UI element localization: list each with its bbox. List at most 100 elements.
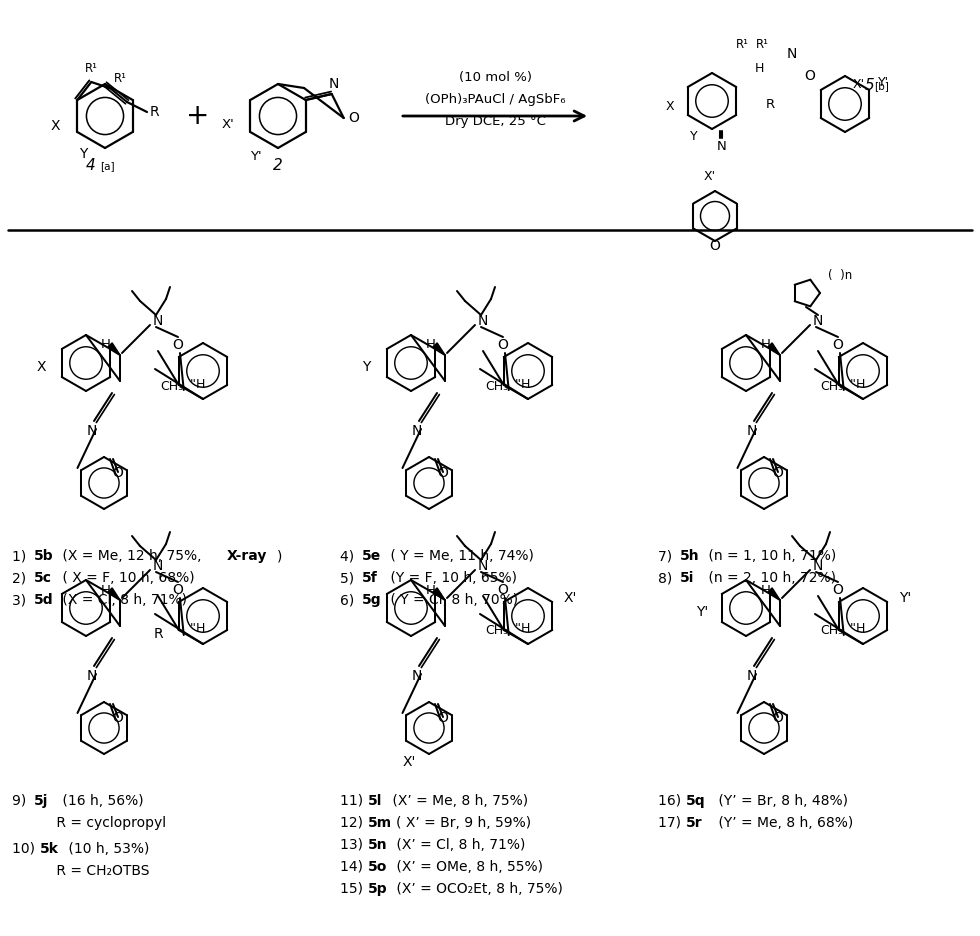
Polygon shape — [768, 588, 780, 600]
Text: H: H — [101, 339, 111, 352]
Text: H: H — [426, 583, 436, 596]
Text: H: H — [761, 339, 771, 352]
Text: O: O — [348, 111, 359, 125]
Text: (Y = F, 10 h, 65%): (Y = F, 10 h, 65%) — [386, 571, 517, 585]
Text: R: R — [150, 105, 160, 119]
Polygon shape — [108, 588, 120, 600]
Text: (10 h, 53%): (10 h, 53%) — [64, 842, 149, 856]
Text: 5b: 5b — [34, 549, 54, 563]
Text: O: O — [437, 466, 449, 480]
Text: (n = 1, 10 h, 71%): (n = 1, 10 h, 71%) — [704, 549, 836, 563]
Text: ''H: ''H — [190, 377, 207, 390]
Text: Y': Y' — [878, 76, 889, 89]
Text: ( Y = Me, 11 h, 74%): ( Y = Me, 11 h, 74%) — [386, 549, 534, 563]
Text: 5r: 5r — [686, 816, 703, 830]
Text: Y: Y — [78, 147, 87, 161]
Text: Y': Y' — [899, 591, 911, 605]
Text: 11): 11) — [340, 794, 368, 808]
Text: H: H — [426, 339, 436, 352]
Text: O: O — [172, 338, 183, 352]
Text: 5c: 5c — [34, 571, 52, 585]
Polygon shape — [433, 588, 445, 600]
Text: CH₃: CH₃ — [485, 624, 508, 637]
Text: (Y’ = Me, 8 h, 68%): (Y’ = Me, 8 h, 68%) — [714, 816, 854, 830]
Text: O: O — [113, 711, 123, 725]
Text: (10 mol %): (10 mol %) — [459, 71, 531, 84]
Text: CH₃: CH₃ — [160, 379, 183, 392]
Text: 5i: 5i — [680, 571, 695, 585]
Text: 2): 2) — [12, 571, 30, 585]
Text: N: N — [153, 559, 164, 573]
Text: N: N — [412, 424, 422, 438]
Text: 1): 1) — [12, 549, 30, 563]
Text: O: O — [437, 711, 449, 725]
Text: ''H: ''H — [850, 377, 866, 390]
Text: X: X — [51, 119, 60, 133]
Text: 16): 16) — [658, 794, 685, 808]
Text: N: N — [478, 314, 488, 328]
Text: +: + — [186, 102, 210, 130]
Text: ''H: ''H — [515, 622, 531, 636]
Text: Dry DCE, 25 °C: Dry DCE, 25 °C — [445, 115, 546, 128]
Text: O: O — [113, 466, 123, 480]
Text: 5o: 5o — [368, 860, 387, 874]
Text: 5l: 5l — [368, 794, 382, 808]
Text: H: H — [755, 62, 764, 75]
Text: N: N — [478, 559, 488, 573]
Text: ''H: ''H — [190, 622, 207, 636]
Text: O: O — [772, 466, 783, 480]
Polygon shape — [768, 343, 780, 355]
Text: 10): 10) — [12, 842, 39, 856]
Text: X': X' — [221, 118, 234, 130]
Text: 5q: 5q — [686, 794, 706, 808]
Text: (OPh)₃PAuCl / AgSbF₆: (OPh)₃PAuCl / AgSbF₆ — [424, 94, 565, 107]
Text: 3): 3) — [12, 593, 30, 607]
Text: 8): 8) — [658, 571, 676, 585]
Text: R¹: R¹ — [756, 37, 768, 51]
Text: 5p: 5p — [368, 882, 388, 896]
Text: X': X' — [403, 755, 416, 769]
Text: X-ray: X-ray — [227, 549, 268, 563]
Text: 6): 6) — [340, 593, 359, 607]
Text: X': X' — [704, 169, 716, 183]
Text: ( X’ = Br, 9 h, 59%): ( X’ = Br, 9 h, 59%) — [396, 816, 531, 830]
Polygon shape — [433, 343, 445, 355]
Text: Y: Y — [690, 130, 698, 143]
Text: CH₃: CH₃ — [820, 379, 843, 392]
Text: (X’ = Me, 8 h, 75%): (X’ = Me, 8 h, 75%) — [388, 794, 528, 808]
Text: R¹: R¹ — [114, 71, 126, 84]
Text: N: N — [328, 77, 339, 91]
Text: 5n: 5n — [368, 838, 388, 852]
Text: (X = Me, 12 h, 75%,: (X = Me, 12 h, 75%, — [58, 549, 206, 563]
Text: (X’ = OCO₂Et, 8 h, 75%): (X’ = OCO₂Et, 8 h, 75%) — [392, 882, 563, 896]
Text: R: R — [765, 97, 774, 110]
Text: (X’ = Cl, 8 h, 71%): (X’ = Cl, 8 h, 71%) — [392, 838, 525, 852]
Text: R: R — [153, 627, 163, 641]
Text: O: O — [833, 583, 844, 597]
Text: ''H: ''H — [850, 622, 866, 636]
Text: 5d: 5d — [34, 593, 54, 607]
Text: ): ) — [277, 549, 282, 563]
Text: N: N — [747, 424, 758, 438]
Text: O: O — [710, 239, 720, 253]
Text: 4): 4) — [340, 549, 359, 563]
Text: N: N — [812, 314, 823, 328]
Text: X: X — [665, 100, 674, 113]
Text: 5h: 5h — [680, 549, 700, 563]
Text: ''H: ''H — [515, 377, 531, 390]
Text: (n = 2, 10 h, 72%): (n = 2, 10 h, 72%) — [704, 571, 836, 585]
Text: Y': Y' — [696, 605, 708, 619]
Text: N: N — [87, 669, 97, 683]
Text: O: O — [772, 711, 783, 725]
Text: 15): 15) — [340, 882, 368, 896]
Text: [b]: [b] — [874, 81, 889, 91]
Text: H: H — [761, 583, 771, 596]
Text: 9): 9) — [12, 794, 30, 808]
Text: H: H — [101, 583, 111, 596]
Text: CH₃: CH₃ — [820, 624, 843, 637]
Polygon shape — [108, 343, 120, 355]
Text: R¹: R¹ — [85, 62, 98, 75]
Text: N: N — [717, 139, 727, 153]
Text: O: O — [805, 69, 815, 83]
Text: 7): 7) — [658, 549, 676, 563]
